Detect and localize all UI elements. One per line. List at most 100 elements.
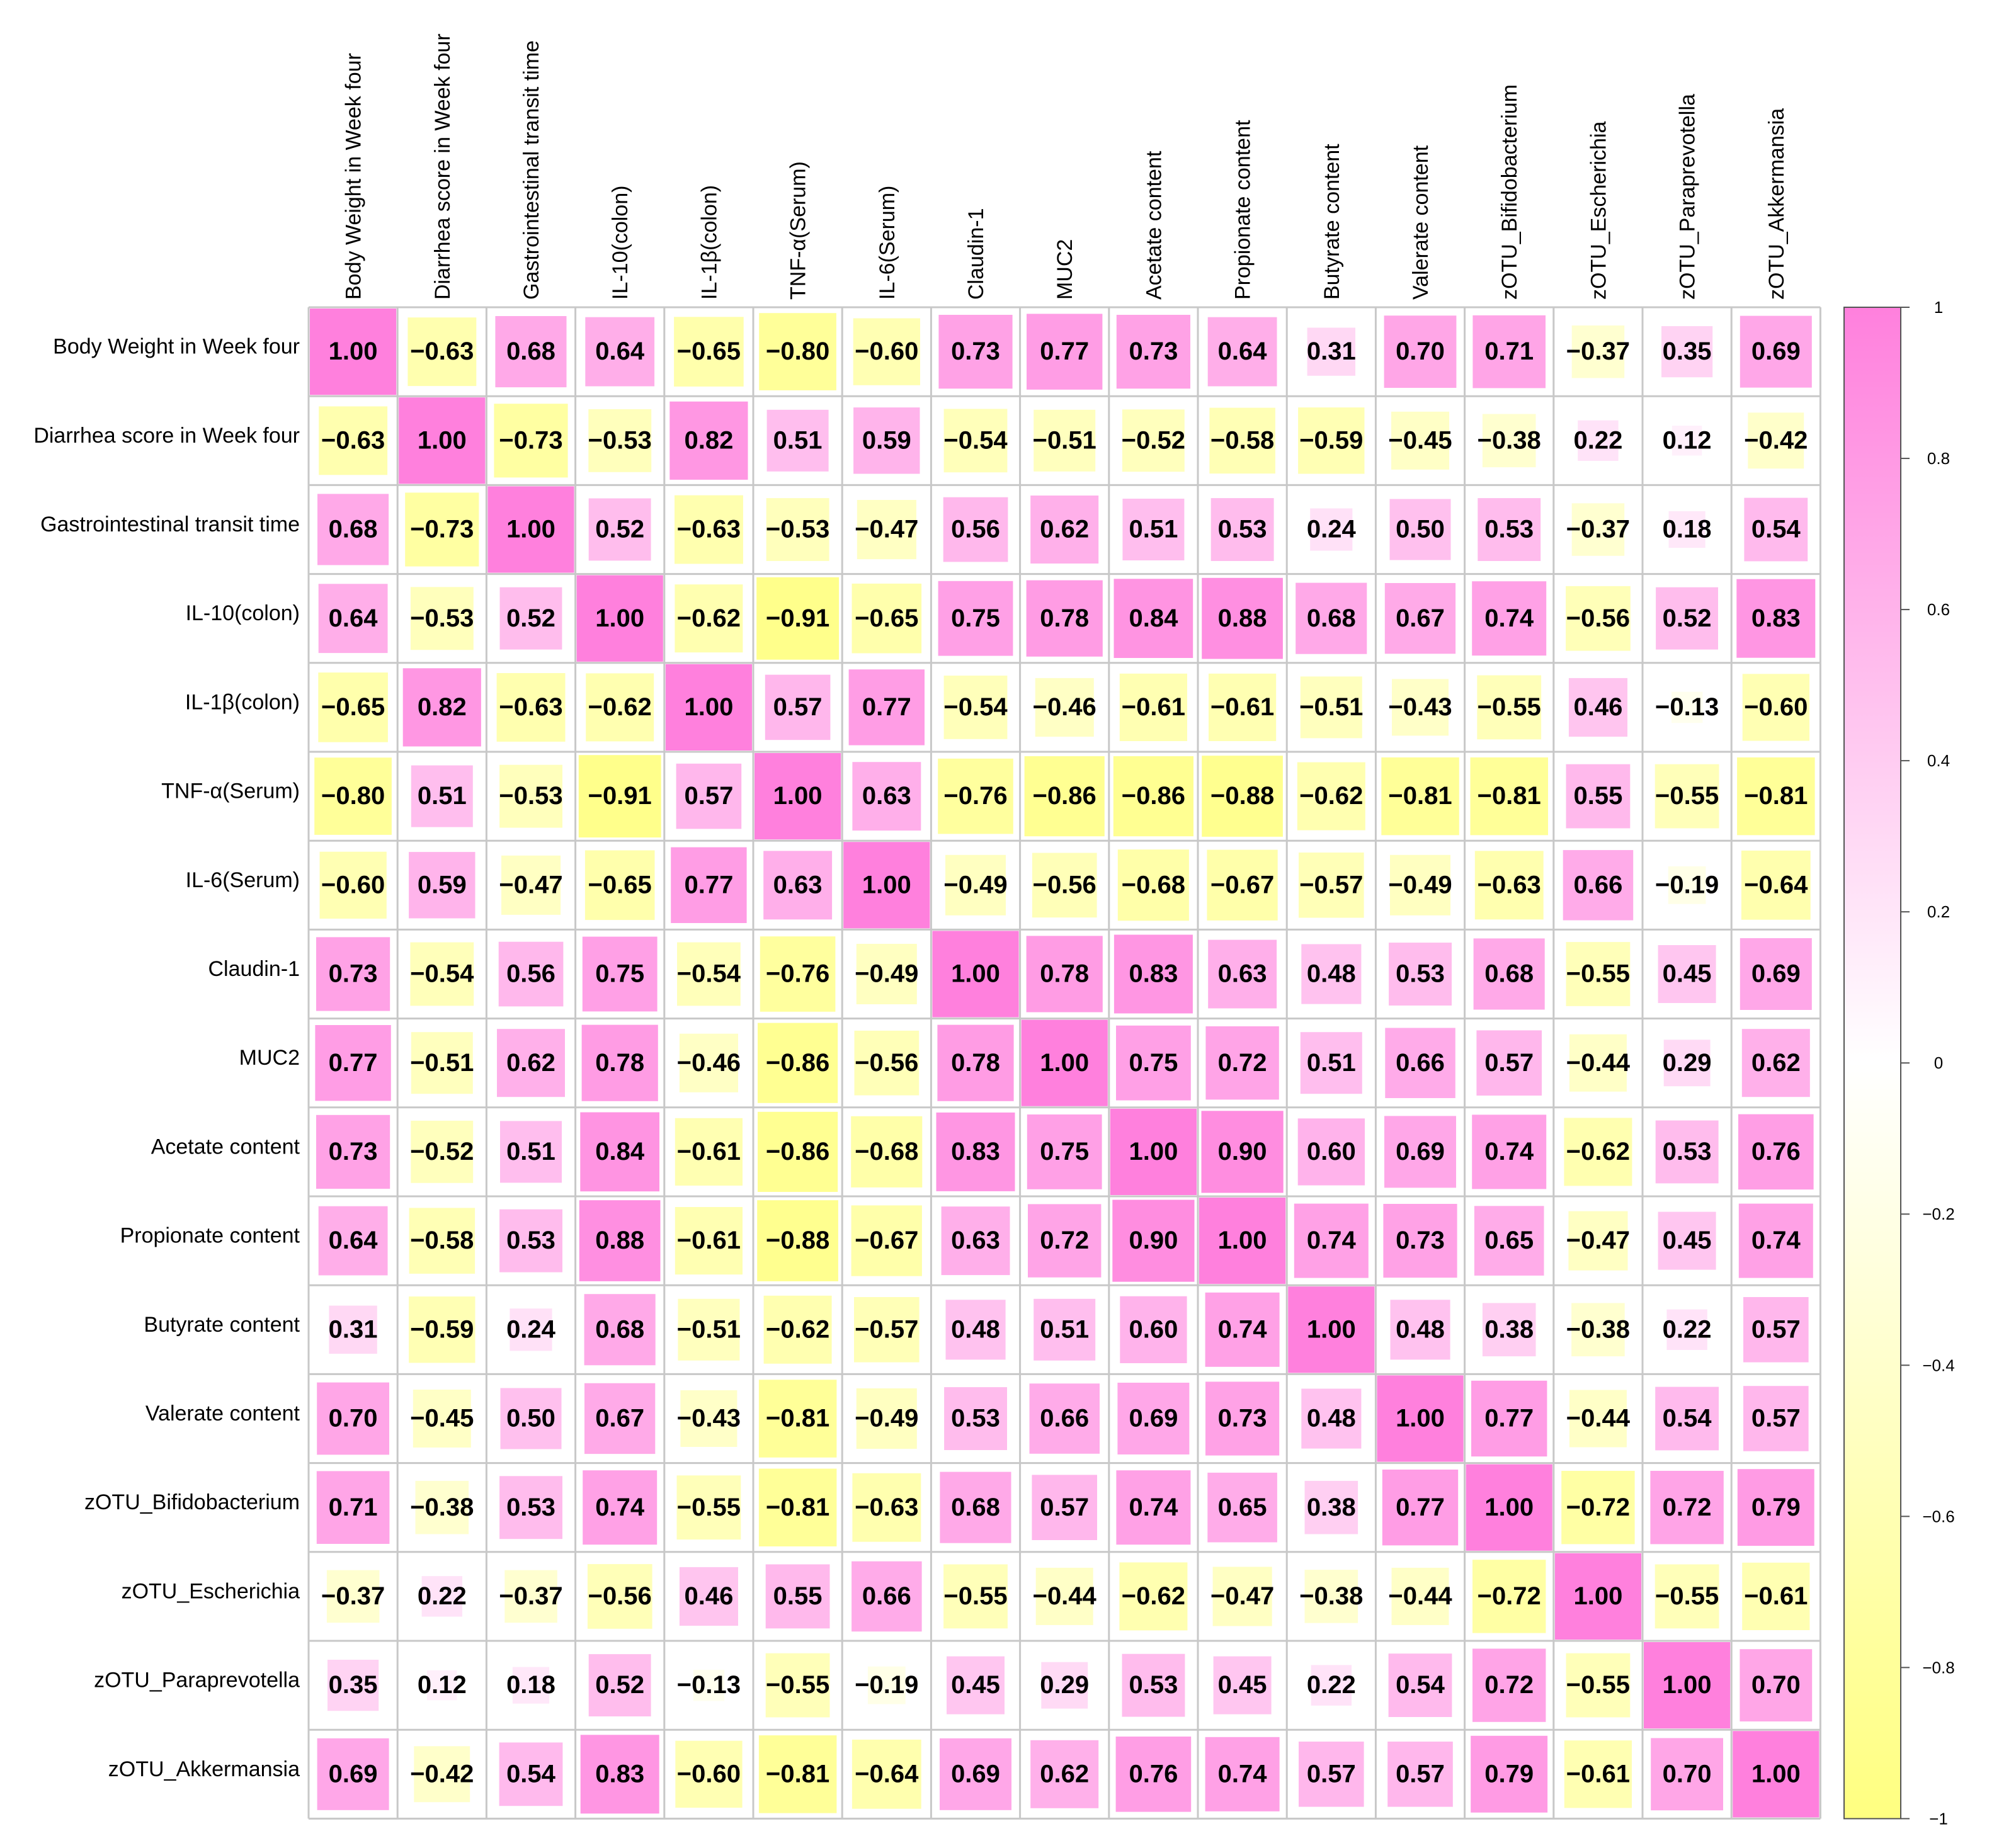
- cell-value-label: 0.73: [329, 1138, 378, 1165]
- cell-value-label: −0.56: [855, 1049, 918, 1077]
- cell-value-label: −0.91: [588, 782, 652, 810]
- heatmap-cell: [1202, 756, 1283, 837]
- heatmap-cell: [1566, 586, 1631, 651]
- cell-value-label: −0.45: [410, 1405, 474, 1432]
- cell-value-label: −0.46: [677, 1049, 741, 1077]
- cell-value-label: −0.43: [677, 1405, 741, 1432]
- heatmap-cell: [1668, 511, 1706, 548]
- cell-value-label: −0.54: [943, 693, 1008, 721]
- row-label: zOTU_Bifidobacterium: [84, 1490, 300, 1514]
- heatmap-cell: [1297, 1118, 1365, 1186]
- cell-value-label: 1.00: [773, 782, 823, 810]
- heatmap-cell: [1473, 938, 1545, 1010]
- cell-value-label: 0.77: [1484, 1405, 1534, 1432]
- heatmap-cell: [1743, 1386, 1809, 1451]
- cell-value-label: 0.63: [862, 782, 911, 810]
- cell-values: 1.00 −0.63 0.68 0.64 −0.65 −0.80 −0.60 0.73 0.77…: [321, 337, 1808, 1788]
- heatmap-cell: [851, 1561, 922, 1632]
- heatmap-cell: [580, 1735, 659, 1814]
- heatmap-cell: [318, 1206, 388, 1276]
- cell-value-label: 0.57: [1751, 1405, 1801, 1432]
- heatmap-cell: [1561, 1471, 1635, 1545]
- cell-value-label: 0.68: [1307, 604, 1356, 632]
- cell-value-label: 0.78: [595, 1049, 644, 1077]
- heatmap-cell: [765, 1653, 830, 1718]
- cell-value-label: 1.00: [862, 871, 911, 898]
- heatmap-cell: [1738, 1203, 1813, 1278]
- heatmap-cell: [1554, 1553, 1641, 1640]
- cell-value-label: 0.54: [1751, 516, 1801, 543]
- cell-value-label: 0.46: [1573, 693, 1622, 721]
- cell-value-label: 0.55: [773, 1582, 823, 1610]
- cell-value-label: −0.81: [766, 1405, 829, 1432]
- cell-value-label: 0.50: [1396, 516, 1445, 543]
- heatmap-cell: [487, 486, 574, 573]
- cell-value-label: 0.72: [1484, 1671, 1534, 1699]
- heatmap-cell: [1474, 851, 1544, 920]
- heatmap-cell: [1569, 1390, 1627, 1448]
- heatmap-cell: [329, 1305, 377, 1354]
- heatmap-cell: [1387, 1742, 1453, 1807]
- cell-value-label: 0.56: [506, 960, 555, 988]
- cell-value-label: 0.62: [1040, 516, 1089, 543]
- cell-value-label: 0.52: [595, 516, 644, 543]
- heatmap-cell: [1030, 1740, 1099, 1808]
- cell-value-label: −0.49: [855, 960, 918, 988]
- heatmap-cell: [1199, 1198, 1286, 1284]
- column-label: Propionate content: [1231, 120, 1255, 300]
- cell-value-label: 0.72: [1218, 1049, 1267, 1077]
- cell-value-label: −0.52: [410, 1138, 474, 1165]
- column-label: Gastrointestinal transit time: [520, 40, 544, 300]
- cell-value-label: 0.74: [1484, 1138, 1534, 1165]
- heatmap-cell: [1297, 762, 1365, 830]
- heatmap-cell: [1571, 1303, 1625, 1357]
- cell-value-label: −0.51: [410, 1049, 474, 1077]
- heatmap-cell: [499, 764, 562, 828]
- cell-value-label: 0.51: [1040, 1315, 1089, 1343]
- heatmap-cell: [843, 842, 930, 929]
- cell-value-label: −0.61: [677, 1138, 741, 1165]
- cell-value-label: 0.83: [1129, 960, 1178, 988]
- heatmap-cell: [317, 1382, 389, 1455]
- row-labels: Body Weight in Week four Diarrhea score i…: [33, 335, 300, 1781]
- heatmap-cell: [1736, 579, 1816, 658]
- cell-value-label: 0.51: [506, 1138, 555, 1165]
- cell-value-label: −0.55: [766, 1671, 829, 1699]
- heatmap-cell: [1304, 1480, 1358, 1534]
- cell-value-label: −0.91: [766, 604, 829, 632]
- heatmap-cell: [318, 584, 388, 654]
- heatmap-cell: [407, 317, 477, 387]
- heatmap-cell: [1122, 409, 1185, 472]
- heatmap-cell: [1472, 581, 1547, 656]
- cell-value-label: 0.72: [1663, 1494, 1712, 1521]
- cell-value-label: 0.82: [418, 693, 467, 721]
- cell-value-label: 0.48: [1396, 1315, 1445, 1343]
- heatmap-cell: [1024, 756, 1105, 837]
- cell-value-label: −0.45: [1388, 426, 1452, 454]
- heatmap-cell: [405, 492, 479, 567]
- cell-value-label: 0.53: [1396, 960, 1445, 988]
- heatmap-cell: [671, 847, 747, 923]
- heatmap-cell: [1207, 317, 1277, 387]
- heatmap-cell: [1391, 411, 1449, 470]
- colorbar-tick-label: 0: [1934, 1053, 1943, 1072]
- heatmap-cell: [1651, 1738, 1723, 1811]
- cell-value-label: −0.42: [1744, 426, 1808, 454]
- cell-value-label: −0.61: [1210, 693, 1274, 721]
- colorbar-tick-label: −0.4: [1922, 1356, 1954, 1375]
- heatmap-cell: [1384, 315, 1457, 388]
- heatmap-cell: [1311, 1665, 1352, 1706]
- heatmap-cell: [1205, 1737, 1280, 1811]
- cell-value-label: 0.83: [595, 1760, 644, 1788]
- heatmap-cell: [1388, 1653, 1452, 1717]
- heatmap-cell: [1209, 673, 1277, 741]
- heatmap-cell: [1115, 1737, 1192, 1812]
- heatmap-cell: [421, 1576, 462, 1617]
- cell-value-label: 0.70: [1396, 337, 1445, 365]
- cell-value-label: 0.73: [1396, 1227, 1445, 1254]
- cell-value-label: 0.22: [1307, 1671, 1356, 1699]
- heatmap-cell: [415, 1480, 469, 1534]
- heatmap-cell: [1027, 314, 1103, 390]
- cell-value-label: −0.55: [1478, 693, 1541, 721]
